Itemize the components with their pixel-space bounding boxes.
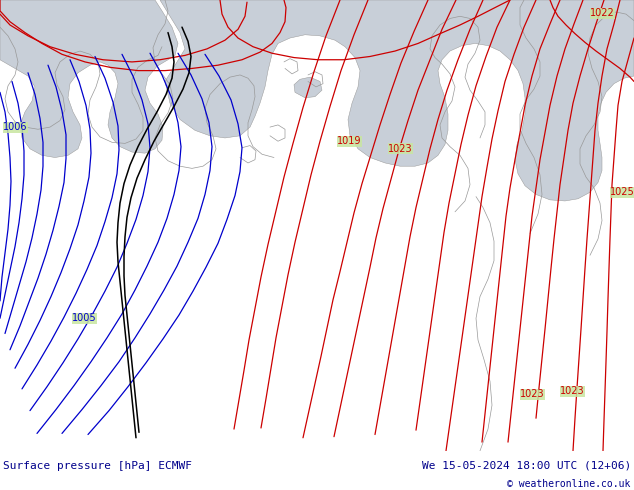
Text: 1005: 1005 xyxy=(72,313,96,323)
Text: 1019: 1019 xyxy=(337,136,361,146)
Text: 1025: 1025 xyxy=(610,187,634,197)
Polygon shape xyxy=(294,77,322,98)
Text: © weatheronline.co.uk: © weatheronline.co.uk xyxy=(507,479,631,489)
Polygon shape xyxy=(0,0,178,157)
Text: 1006: 1006 xyxy=(3,122,27,132)
Polygon shape xyxy=(160,0,634,201)
Text: Surface pressure [hPa] ECMWF: Surface pressure [hPa] ECMWF xyxy=(3,461,192,470)
Text: We 15-05-2024 18:00 UTC (12+06): We 15-05-2024 18:00 UTC (12+06) xyxy=(422,461,631,470)
Text: 1023: 1023 xyxy=(520,390,545,399)
Text: 1023: 1023 xyxy=(388,144,413,154)
Text: 1023: 1023 xyxy=(560,386,585,396)
Text: 1022: 1022 xyxy=(590,8,615,18)
